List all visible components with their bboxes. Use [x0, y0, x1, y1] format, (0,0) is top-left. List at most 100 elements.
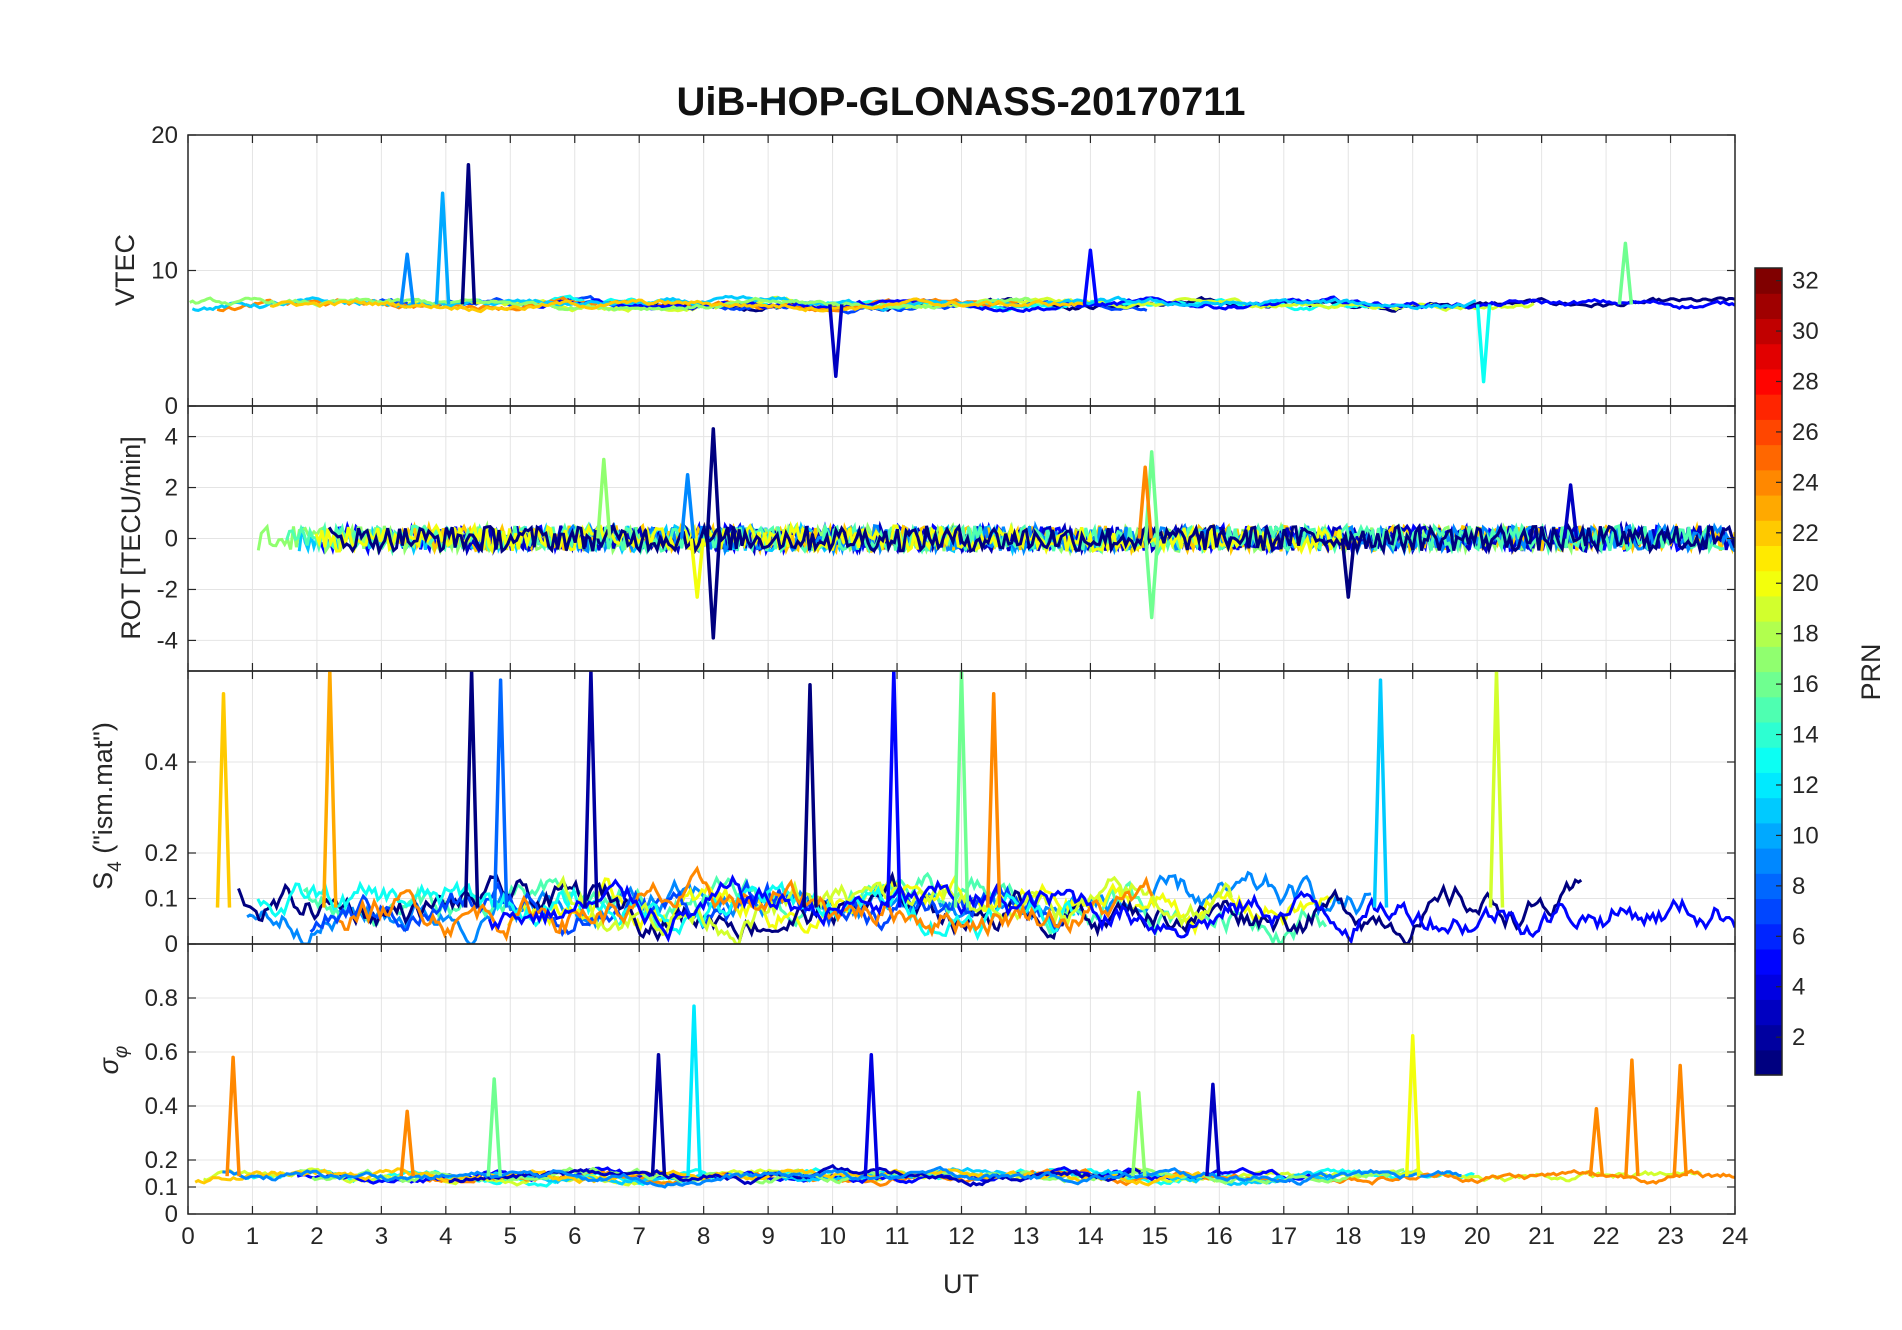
x-tick-label: 9	[761, 1223, 774, 1250]
y-tick-label: -2	[157, 576, 178, 603]
spike-mark	[863, 1052, 880, 1177]
colorbar-frame	[1754, 267, 1783, 1076]
colorbar-label: PRN	[1856, 643, 1886, 700]
x-tick-label: 1	[246, 1223, 259, 1250]
spike-mark	[486, 1077, 502, 1177]
colorbar-segment	[1755, 494, 1782, 521]
spike-mark	[215, 692, 232, 908]
sigma-y-label: σφ	[94, 1046, 132, 1075]
colorbar-tick-label: 12	[1792, 772, 1819, 799]
colorbar-segment	[1755, 1049, 1782, 1076]
chart-title: UiB-HOP-GLONASS-20170711	[676, 80, 1245, 124]
x-tick-label: 23	[1657, 1223, 1684, 1250]
x-axis-ticks: 0 1 2 3 4 5 6 7 8 9 10 11 12 13 14 15 16 17 18 19 20 21 22 23 24	[181, 1223, 1748, 1250]
vtec-y-label: VTEC	[110, 234, 140, 306]
prn-trace	[556, 874, 1233, 944]
spike-mark	[322, 671, 338, 908]
spike-mark	[886, 671, 902, 908]
vtec-series	[189, 163, 1735, 384]
spike-mark	[399, 1109, 415, 1177]
colorbar-segment	[1755, 545, 1782, 572]
x-tick-label: 3	[375, 1223, 388, 1250]
colorbar-tick-label: 18	[1792, 621, 1819, 648]
prn-trace	[222, 1165, 1462, 1189]
spike-mark	[1617, 241, 1634, 305]
colorbar-segment	[1755, 394, 1782, 420]
colorbar-tick-label: 30	[1792, 318, 1819, 345]
y-tick-label: 0.6	[145, 1039, 178, 1066]
spike-mark	[802, 682, 818, 908]
y-tick-label: 0	[165, 526, 178, 553]
spike-mark	[596, 457, 612, 539]
vtec-grid	[187, 134, 1736, 407]
colorbar-tick-label: 2	[1792, 1024, 1805, 1051]
spike-mark	[1205, 1082, 1221, 1177]
spike-mark	[828, 304, 844, 378]
spike-mark	[1672, 1063, 1688, 1177]
colorbar-segment	[1755, 595, 1782, 622]
x-tick-label: 6	[568, 1223, 581, 1250]
x-tick-label: 14	[1077, 1223, 1104, 1250]
colorbar-tick-label: 16	[1792, 671, 1819, 698]
colorbar-tick-label: 6	[1792, 923, 1805, 950]
x-tick-label: 17	[1270, 1223, 1297, 1250]
spike-mark	[1137, 465, 1153, 539]
sigma-series	[194, 1004, 1735, 1189]
s4-series	[215, 671, 1735, 944]
panel-s4: 0 0.1 0.2 0.4 S4 ("ism.mat")	[88, 670, 1736, 958]
x-tick-label: 4	[439, 1223, 452, 1250]
x-tick-label: 2	[310, 1223, 323, 1250]
spike-mark	[434, 191, 451, 305]
colorbar-tick-label: 24	[1792, 469, 1819, 496]
spike-mark	[953, 671, 970, 908]
x-tick-label: 0	[181, 1223, 194, 1250]
x-tick-label: 15	[1142, 1223, 1169, 1250]
colorbar-tick-label: 14	[1792, 722, 1819, 749]
prn-trace	[189, 296, 1044, 312]
colorbar-tick-label: 28	[1792, 368, 1819, 395]
spike-mark	[1340, 538, 1357, 599]
spike-mark	[399, 252, 415, 305]
spike-mark	[679, 473, 696, 539]
x-axis-label: UT	[943, 1269, 979, 1299]
spike-mark	[1624, 1058, 1640, 1177]
colorbar-segment	[1755, 646, 1782, 673]
x-tick-label: 21	[1528, 1223, 1555, 1250]
prn-trace	[327, 521, 1735, 556]
y-tick-label: 0.2	[145, 1147, 178, 1174]
spike-mark	[985, 692, 1002, 908]
y-tick-label: 0	[165, 1201, 178, 1228]
colorbar-segment	[1755, 747, 1782, 773]
spike-mark	[463, 671, 480, 908]
spike-mark	[705, 538, 722, 640]
colorbar-scale	[1755, 268, 1782, 1076]
colorbar-segment	[1755, 696, 1782, 723]
spike-mark	[1131, 1090, 1147, 1177]
y-tick-label: 4	[165, 424, 178, 451]
x-tick-label: 7	[633, 1223, 646, 1250]
y-tick-label: 0.4	[145, 749, 178, 776]
vtec-y-ticks: 0 10 20	[151, 122, 1736, 420]
spike-mark	[705, 427, 722, 539]
y-tick-label: 2	[165, 475, 178, 502]
x-tick-label: 11	[885, 1223, 910, 1250]
panel-vtec: 0 10 20 VTEC	[110, 122, 1736, 420]
x-tick-label: 22	[1593, 1223, 1620, 1250]
y-tick-label: 0.2	[145, 840, 178, 867]
colorbar-tick-label: 20	[1792, 570, 1819, 597]
spike-mark	[650, 1052, 667, 1177]
colorbar-segment	[1755, 898, 1782, 925]
colorbar-tick-label: 4	[1792, 974, 1805, 1001]
spike-mark	[1372, 678, 1389, 908]
spike-mark	[583, 671, 599, 908]
spike-mark	[1475, 304, 1492, 384]
y-tick-label: 0.1	[145, 886, 178, 913]
colorbar-tick-label: 10	[1792, 822, 1819, 849]
x-tick-label: 18	[1335, 1223, 1362, 1250]
x-tick-label: 16	[1206, 1223, 1233, 1250]
colorbar-tick-label: 8	[1792, 873, 1805, 900]
colorbar-tick-label: 26	[1792, 419, 1819, 446]
